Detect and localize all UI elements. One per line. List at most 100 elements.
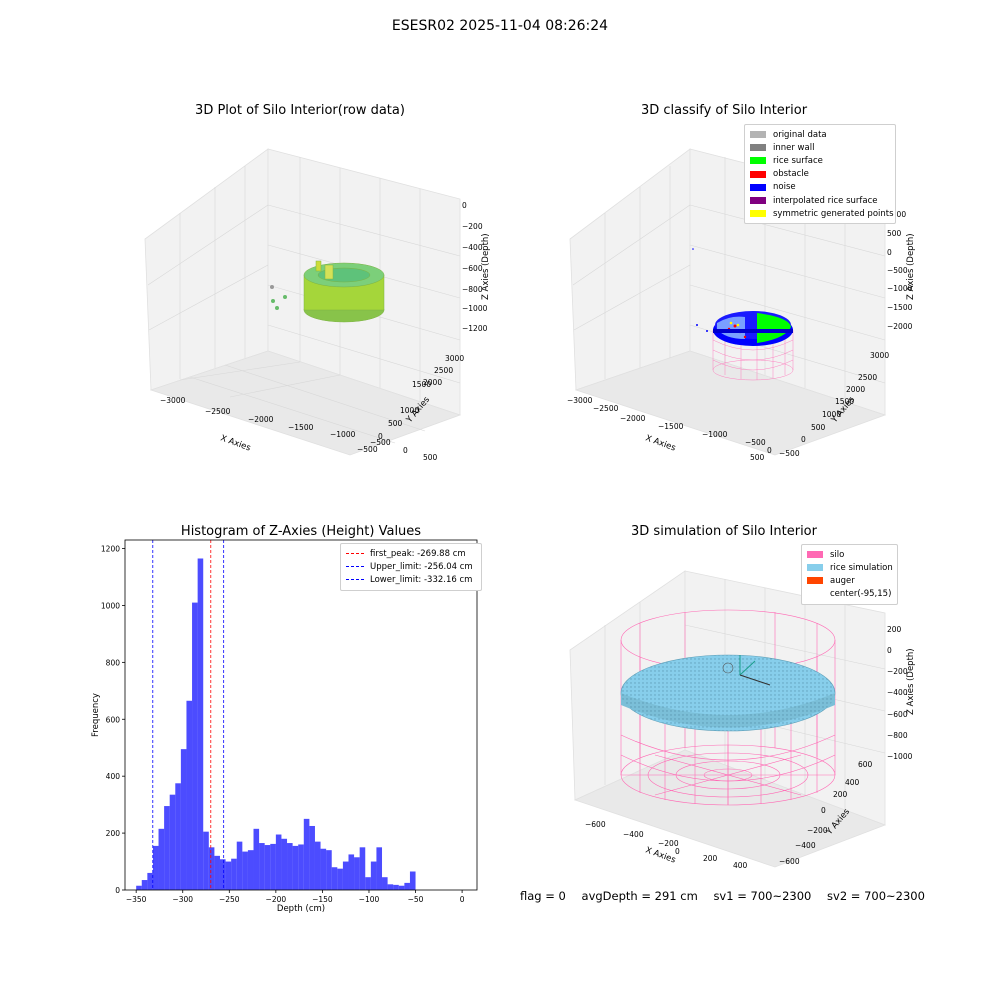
histogram-bar [314,841,321,890]
histogram-bar [186,700,193,890]
y-tick: 1000 [400,406,419,415]
legend-label: first_peak: -269.88 cm [370,548,466,559]
x-tick: 400 [733,861,748,870]
histogram-bar [208,847,215,890]
y-tick: 200 [833,790,848,799]
histogram-bar [287,843,293,890]
z-tick: −200 [887,667,908,676]
histogram-bar [387,884,394,890]
histogram-bar [409,871,416,890]
y-tick: 3000 [870,351,889,360]
histogram-bar [298,844,304,890]
y-tick: −500 [779,449,800,458]
histogram-bar [225,861,232,890]
legend-label: Lower_limit: -332.16 cm [370,574,473,585]
y-tick: −400 [795,841,816,850]
legend-swatch [750,131,766,139]
x-tick-label: −50 [408,895,424,904]
z-tick: −1000 [887,284,913,293]
legend-item: symmetric generated points [750,207,894,220]
z-tick: −600 [462,264,483,273]
histogram-bar [147,872,153,890]
histogram-bar [164,806,170,890]
histogram-bar [231,858,237,890]
histogram-bar [359,847,366,890]
x-tick: −2000 [248,415,274,424]
legend-swatch [807,591,823,598]
legend-item: interpolated rice surface [750,194,890,207]
legend-label: inner wall [773,142,815,153]
legend-item: first_peak: -269.88 cm [346,547,476,560]
y-tick: 2500 [434,366,453,375]
y-tick: 0 [801,435,806,444]
x-tick: −1500 [658,422,684,431]
y-tick: 600 [858,760,873,769]
z-tick: −600 [887,710,908,719]
y-tick-label: 0 [115,886,120,895]
x-tick: 0 [675,847,680,856]
legend-label: auger [830,575,855,586]
sv1-text: sv1 = 700~2300 [713,889,812,903]
histogram-bar [331,867,338,890]
legend-swatch [807,551,823,559]
figure-title: ESESR02 2025-11-04 08:26:24 [391,18,609,34]
histogram-bar [292,845,299,890]
raw-plot-title: 3D Plot of Silo Interior(row data) [195,103,405,118]
z-tick: −1500 [887,303,913,312]
legend-label: center(-95,15) [830,589,892,600]
x-tick: −500 [745,438,766,447]
x-tick: −3000 [160,396,186,405]
x-tick: −500 [370,438,391,447]
histogram-bar [169,794,176,890]
z-tick: −1000 [887,752,913,761]
legend-item: rice simulation [807,561,893,574]
raw-3d-plot: −3000 −2500 −2000 −1500 −1000 −500 0 500… [144,148,491,462]
x-tick-label: −300 [172,895,193,904]
legend-item: noise [750,181,890,194]
z-tick: −400 [462,243,483,252]
y-axis-label: Frequency [91,693,101,737]
histogram-bar [370,861,377,890]
histogram-bar [365,877,371,890]
z-tick: −800 [887,731,908,740]
z-tick: −800 [462,285,483,294]
y-tick: 2500 [858,373,877,382]
simulation-plot-title: 3D simulation of Silo Interior [631,524,817,539]
histogram-bar [136,885,142,890]
z-tick: −400 [887,688,908,697]
histogram-bar [236,841,243,890]
legend-item: auger [807,574,892,587]
legend-label: rice surface [773,155,823,166]
legend-item: rice surface [750,154,890,167]
x-tick-label: 0 [460,895,465,904]
histogram-bar [303,818,310,890]
legend-label: original data [773,129,827,140]
x-tick: −200 [658,839,679,848]
legend-label: Upper_limit: -256.04 cm [370,561,473,572]
histogram-bar [197,558,204,890]
y-tick: 0 [821,806,826,815]
classify-plot-title: 3D classify of Silo Interior [640,103,808,118]
legend-swatch [750,197,766,205]
legend-label: obstacle [773,169,809,180]
x-tick: −2500 [593,404,619,413]
legend-label: noise [773,182,796,193]
y-tick: 500 [388,419,403,428]
z-tick: −1200 [462,324,488,333]
histogram-bar [247,850,254,890]
histogram-bar [214,855,220,890]
y-tick: 1500 [835,397,854,406]
legend-line [346,553,364,555]
legend-swatch [750,170,766,178]
legend-swatch [807,564,823,572]
x-tick: 500 [423,453,438,462]
histogram-bar [342,861,349,890]
histogram-bar [393,884,399,890]
x-tick: −1500 [288,423,314,432]
z-tick: −200 [462,222,483,231]
histogram-bar [158,828,165,890]
histogram-bar [141,880,148,890]
x-tick: −1000 [702,430,728,439]
y-tick-label: 200 [106,829,121,838]
x-tick: −400 [623,830,644,839]
